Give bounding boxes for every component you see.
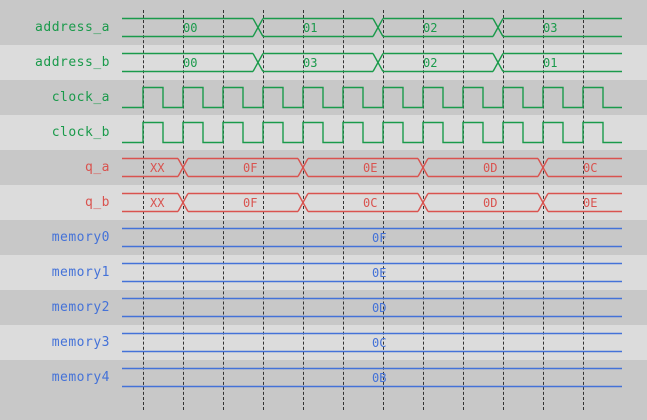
- signal-label-memory2[interactable]: memory2: [51, 299, 110, 315]
- signal-label-address_a[interactable]: address_a: [35, 19, 110, 35]
- signal-label-q_b[interactable]: q_b: [85, 194, 110, 210]
- row-stripe: [0, 325, 647, 360]
- row-stripe: [0, 290, 647, 325]
- row-stripe: [0, 45, 647, 80]
- signal-label-q_a[interactable]: q_a: [85, 159, 110, 175]
- signal-label-memory4[interactable]: memory4: [51, 369, 110, 385]
- row-stripe: [0, 10, 647, 45]
- signal-label-clock_b[interactable]: clock_b: [51, 124, 110, 140]
- signal-label-memory3[interactable]: memory3: [51, 334, 110, 350]
- signal-label-clock_a[interactable]: clock_a: [51, 89, 110, 105]
- row-stripe: [0, 255, 647, 290]
- signal-label-memory0[interactable]: memory0: [51, 229, 110, 245]
- signal-label-address_b[interactable]: address_b: [35, 54, 110, 70]
- row-stripe: [0, 220, 647, 255]
- row-stripe: [0, 360, 647, 395]
- signal-label-memory1[interactable]: memory1: [51, 264, 110, 280]
